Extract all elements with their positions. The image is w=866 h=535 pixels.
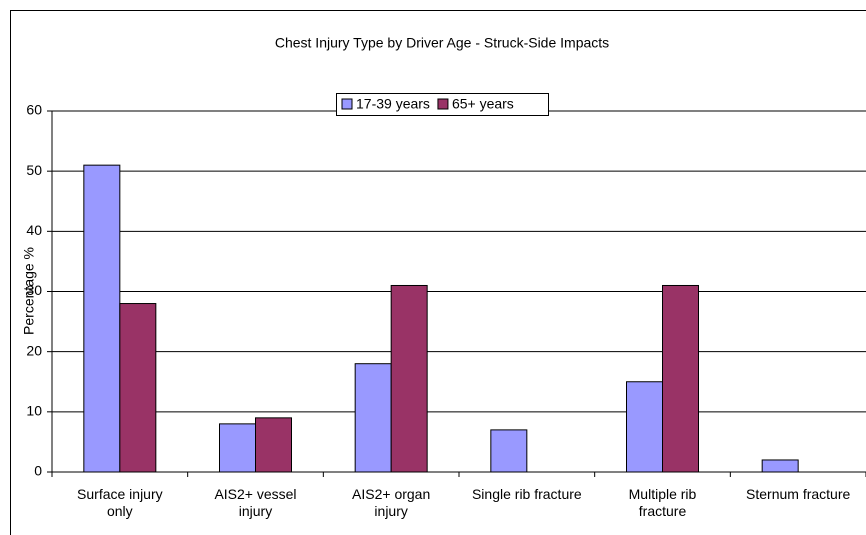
x-tick-label: Sternum fracture (746, 486, 851, 502)
y-tick-label: 0 (34, 463, 42, 479)
y-tick-label: 50 (26, 162, 42, 178)
bar (119, 303, 157, 473)
bar (390, 284, 428, 473)
bar (354, 363, 392, 473)
y-tick-label: 20 (26, 342, 42, 358)
chart-title: Chest Injury Type by Driver Age - Struck… (275, 35, 609, 51)
bar (626, 381, 663, 473)
legend-label: 17-39 years (356, 96, 430, 112)
x-tick-label: AIS2+ vessel injury (214, 486, 297, 519)
y-tick-label: 60 (26, 102, 42, 118)
bar (761, 459, 799, 473)
y-axis-title: Percentage % (21, 247, 37, 335)
bar (255, 417, 292, 473)
bar (83, 164, 121, 473)
x-tick-label: Surface injury only (77, 486, 163, 519)
legend-swatch (341, 98, 353, 110)
y-tick-label: 40 (26, 222, 42, 238)
x-tick-label: Single rib fracture (471, 486, 582, 502)
y-tick-label: 30 (26, 282, 42, 298)
legend-label: 65+ years (452, 96, 514, 112)
bar (662, 284, 699, 473)
x-tick-label: Multiple rib fracture (628, 486, 697, 519)
bar (490, 429, 528, 473)
legend-swatch (437, 98, 449, 110)
bar (219, 423, 256, 473)
y-tick-label: 10 (26, 403, 42, 419)
x-tick-label: AIS2+ organ injury (352, 486, 431, 519)
